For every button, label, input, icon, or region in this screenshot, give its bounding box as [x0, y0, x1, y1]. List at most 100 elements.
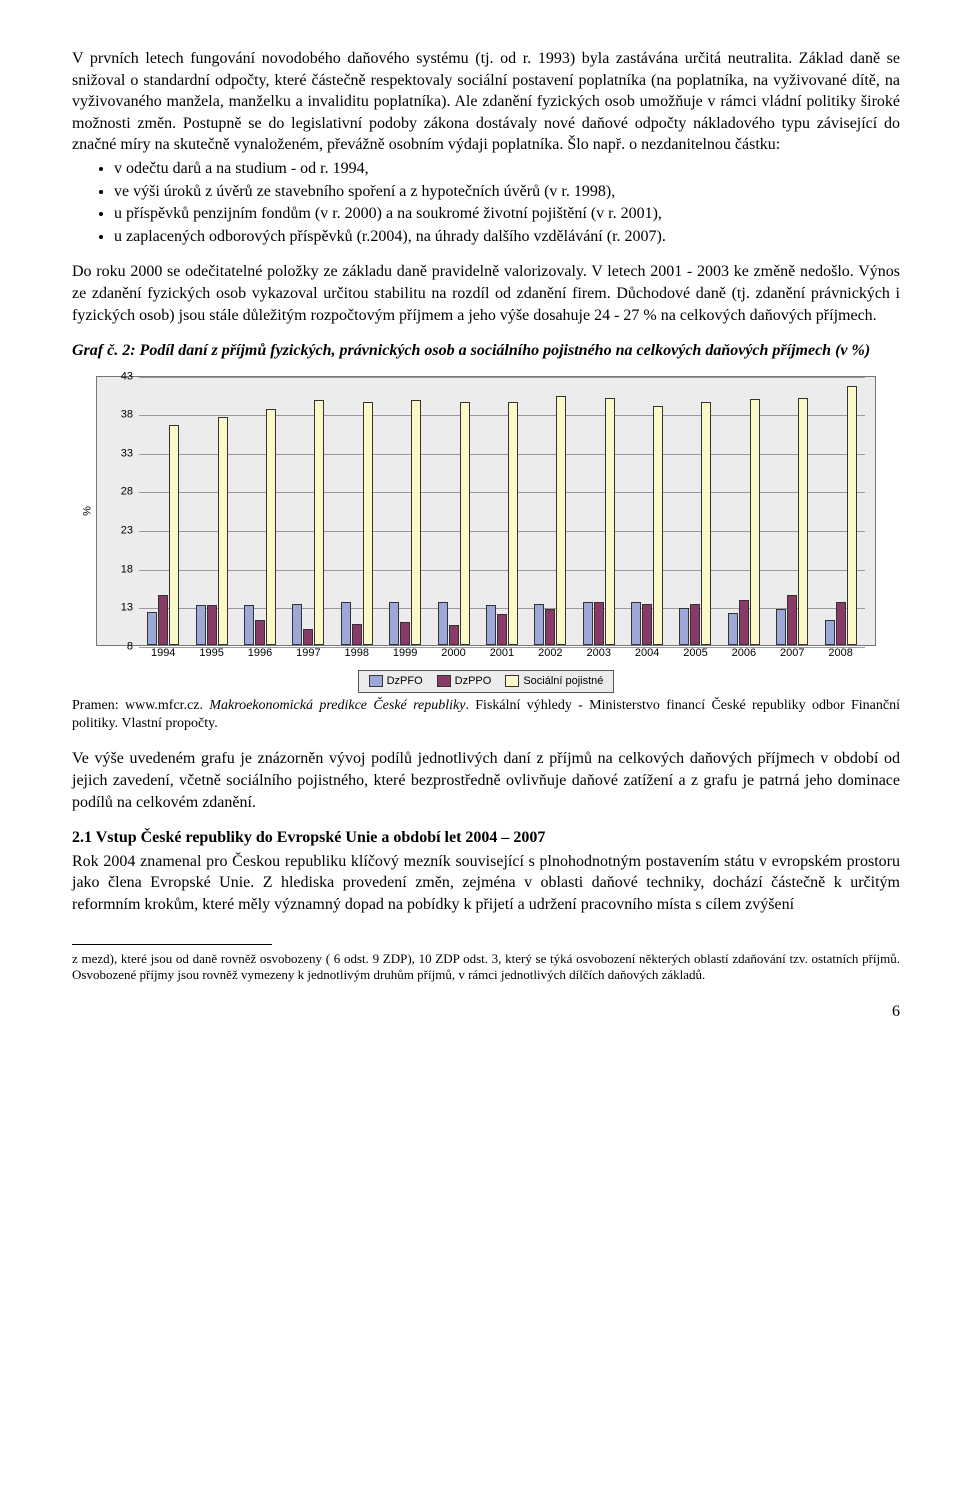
bar [556, 396, 566, 644]
y-tick-label: 38 [103, 408, 133, 423]
x-tick-label: 2003 [586, 646, 610, 661]
bar-group [583, 398, 615, 645]
bar [594, 602, 604, 644]
bar [255, 620, 265, 645]
bar [314, 400, 324, 645]
legend-swatch [369, 675, 383, 687]
legend-label: DzPFO [387, 674, 423, 689]
bars-area [139, 377, 865, 645]
section-heading: 2.1 Vstup České republiky do Evropské Un… [72, 827, 900, 849]
bullet-list: v odečtu darů a na studium - od r. 1994,… [72, 158, 900, 247]
bar [653, 406, 663, 645]
footnote-separator [72, 944, 272, 945]
bar-group [679, 402, 711, 645]
source-prefix: Pramen: www.mfcr.cz. [72, 698, 209, 713]
y-tick-label: 13 [103, 601, 133, 616]
y-tick-label: 28 [103, 485, 133, 500]
bullet-item: u zaplacených odborových příspěvků (r.20… [114, 226, 900, 248]
y-tick-label: 23 [103, 524, 133, 539]
bar [642, 604, 652, 645]
legend-item: DzPPO [437, 674, 492, 689]
chart-source: Pramen: www.mfcr.cz. Makroekonomická pre… [72, 697, 900, 735]
bar [847, 386, 857, 644]
intro-block: V prvních letech fungování novodobého da… [72, 48, 900, 247]
chart-plot-area: % 81318232833384319941995199619971998199… [96, 376, 876, 646]
bar [631, 602, 641, 644]
bar [798, 398, 808, 645]
bar [352, 624, 362, 645]
para4: Rok 2004 znamenal pro Českou republiku k… [72, 851, 900, 916]
bar [545, 609, 555, 644]
y-tick-label: 33 [103, 446, 133, 461]
legend-swatch [505, 675, 519, 687]
x-tick-label: 1996 [248, 646, 272, 661]
bar [411, 400, 421, 645]
bar-group [389, 400, 421, 645]
chart-legend: DzPFO DzPPO Sociální pojistné [358, 670, 615, 693]
bar [508, 402, 518, 645]
bar-group [486, 402, 518, 645]
bar-group [728, 399, 760, 644]
legend-item: Sociální pojistné [505, 674, 603, 689]
x-tick-label: 2007 [780, 646, 804, 661]
bar [825, 620, 835, 645]
x-tick-label: 1999 [393, 646, 417, 661]
bar-group [534, 396, 566, 644]
bar-group [341, 402, 373, 645]
legend-swatch [437, 675, 451, 687]
bar [605, 398, 615, 645]
bar [776, 609, 786, 644]
x-tick-label: 1995 [199, 646, 223, 661]
x-tick-label: 2004 [635, 646, 659, 661]
bar [244, 605, 254, 645]
bar [701, 402, 711, 645]
para3: Ve výše uvedeném grafu je znázorněn vývo… [72, 748, 900, 813]
bar [169, 425, 179, 645]
bullet-item: v odečtu darů a na studium - od r. 1994, [114, 158, 900, 180]
bar [690, 604, 700, 645]
bullet-item: ve výši úroků z úvěrů ze stavebního spoř… [114, 181, 900, 203]
x-tick-label: 2005 [683, 646, 707, 661]
page-number: 6 [72, 1001, 900, 1023]
bar-group [631, 406, 663, 645]
y-axis-title: % [80, 506, 95, 516]
bar [679, 608, 689, 645]
bar-group [825, 386, 857, 644]
y-tick-label: 18 [103, 562, 133, 577]
x-tick-label: 2001 [490, 646, 514, 661]
source-italic: Makroekonomická predikce České republiky [209, 698, 465, 713]
y-tick-label: 8 [103, 639, 133, 654]
legend-label: DzPPO [455, 674, 492, 689]
bar-group [147, 425, 179, 645]
legend-label: Sociální pojistné [523, 674, 603, 689]
y-tick-label: 43 [103, 369, 133, 384]
bullet-item: u příspěvků penzijním fondům (v r. 2000)… [114, 203, 900, 225]
bar-group [244, 409, 276, 644]
para2: Do roku 2000 se odečitatelné položky ze … [72, 261, 900, 326]
x-tick-label: 1994 [151, 646, 175, 661]
bar [486, 605, 496, 645]
bar-group [776, 398, 808, 645]
chart-caption: Graf č. 2: Podíl daní z příjmů fyzických… [72, 340, 900, 362]
chart-container: % 81318232833384319941995199619971998199… [96, 376, 876, 693]
bar [207, 605, 217, 645]
bar-group [438, 402, 470, 645]
legend-item: DzPFO [369, 674, 423, 689]
bar [438, 602, 448, 645]
bar-group [196, 417, 228, 645]
bar [303, 629, 313, 644]
x-tick-label: 2008 [828, 646, 852, 661]
bar [147, 612, 157, 644]
bar [218, 417, 228, 645]
x-tick-label: 2002 [538, 646, 562, 661]
bar [583, 602, 593, 645]
bar [196, 605, 206, 644]
bar [460, 402, 470, 645]
footnote-text: z mezd), které jsou od daně rovněž osvob… [72, 951, 900, 984]
bar [266, 409, 276, 644]
para1: V prvních letech fungování novodobého da… [72, 48, 900, 156]
bar [389, 602, 399, 644]
bar [750, 399, 760, 644]
bar [497, 614, 507, 645]
bar [836, 602, 846, 644]
